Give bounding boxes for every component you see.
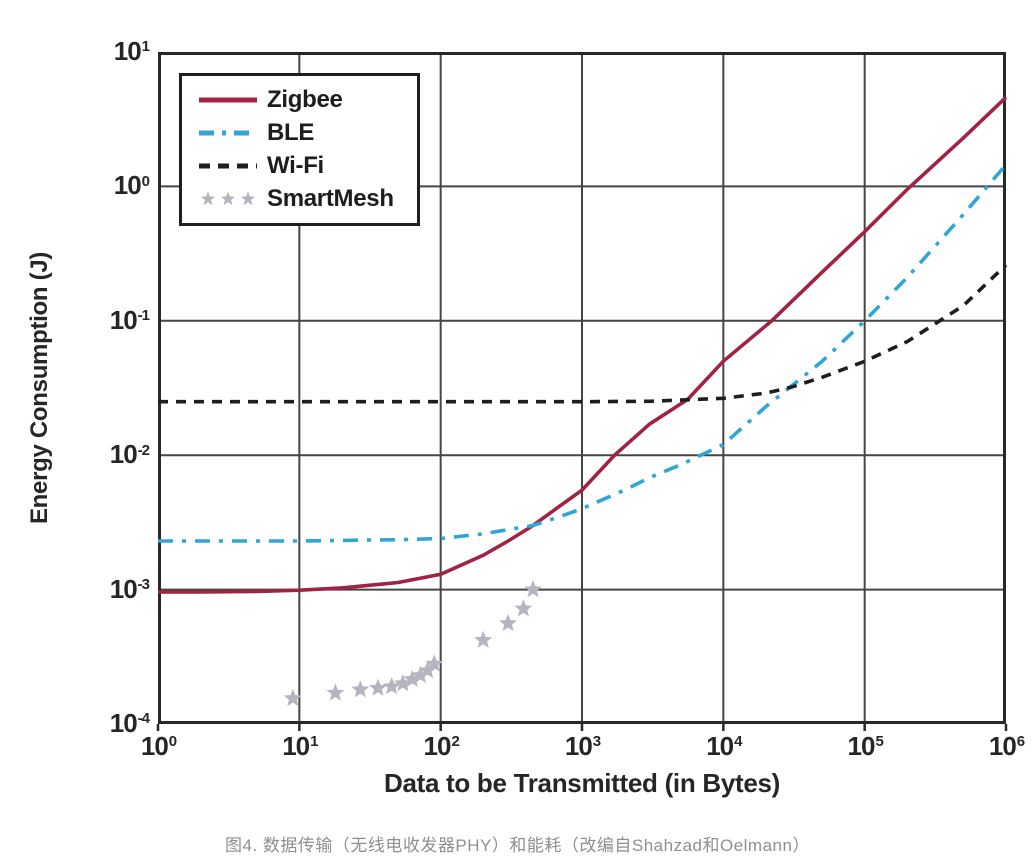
star-icon: [524, 580, 542, 598]
legend-sample-zigbee: [199, 97, 257, 103]
ble-line: [158, 163, 1008, 543]
x-tick-label: 101: [282, 731, 318, 761]
legend-label: Wi-Fi: [267, 152, 324, 179]
legend-item-wi-fi: Wi-Fi: [199, 151, 411, 181]
x-tick-label: 104: [706, 731, 742, 761]
legend-label: BLE: [267, 119, 315, 146]
star-icon: [514, 599, 533, 617]
zigbee-line: [158, 95, 1008, 594]
legend-sample-wi-fi: [199, 163, 257, 169]
x-tick-label: 100: [140, 731, 177, 761]
star-icon: [425, 654, 444, 672]
star-icon: [418, 661, 437, 679]
x-tick-label: 102: [423, 731, 460, 761]
legend: Zigbee BLE Wi-Fi SmartMesh: [179, 73, 420, 226]
y-tick-label: 100: [113, 170, 150, 201]
legend-sample-ble: [199, 130, 257, 136]
smartmesh-star-markers: [283, 580, 542, 707]
y-tick-label: 10-2: [109, 439, 150, 470]
y-tick-label: 101: [113, 36, 150, 66]
star-icon: [411, 665, 430, 684]
figure-caption: 图4. 数据传输（无线电收发器PHY）和能耗（改编自Shahzad和Oelman…: [225, 836, 810, 855]
plot-border: [158, 52, 1006, 724]
star-icon: [393, 674, 412, 692]
legend-label: Zigbee: [267, 86, 343, 113]
star-icon: [200, 191, 216, 206]
legend-item-zigbee: Zigbee: [199, 85, 411, 115]
x-axis-title: Data to be Transmitted (in Bytes): [383, 768, 781, 798]
y-tick-label: 10-1: [109, 304, 150, 335]
y-tick-label: 10-3: [109, 573, 150, 604]
x-tick-label: 106: [988, 731, 1025, 761]
star-icon: [403, 669, 422, 687]
y-axis-title: Energy Consumption (J): [26, 251, 53, 525]
star-icon: [240, 191, 256, 206]
y-tick-label: 10-4: [109, 708, 150, 738]
legend-item-smartmesh: SmartMesh: [199, 184, 411, 214]
star-icon: [283, 688, 302, 707]
star-icon: [382, 677, 401, 695]
legend-label: SmartMesh: [267, 185, 394, 212]
star-icon: [220, 191, 236, 206]
legend-item-ble: BLE: [199, 118, 411, 148]
x-tick-label: 105: [847, 731, 884, 761]
wi-fi-line: [158, 263, 1008, 404]
star-icon: [499, 613, 518, 632]
star-icon: [474, 630, 493, 648]
legend-sample-smartmesh: [200, 191, 256, 206]
star-icon: [351, 680, 370, 698]
star-icon: [368, 678, 387, 696]
star-icon: [326, 683, 345, 701]
x-tick-label: 103: [564, 731, 601, 761]
